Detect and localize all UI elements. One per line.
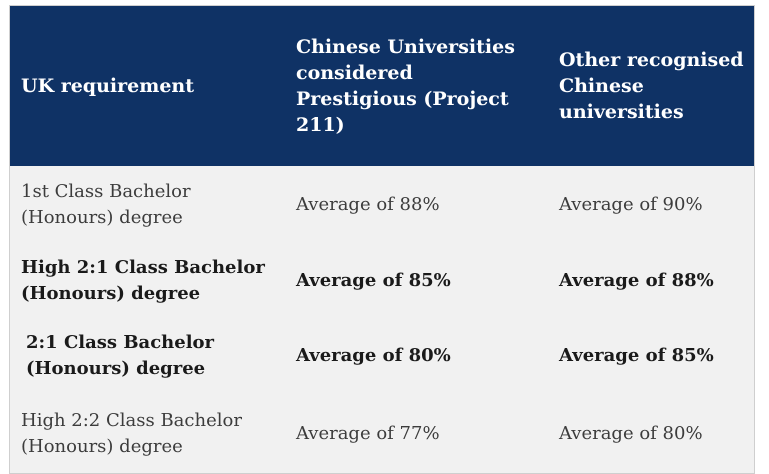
table-header-row: UK requirement Chinese Universities cons… xyxy=(10,6,754,166)
uk-requirement-cell: 1st Class Bachelor (Honours) degree xyxy=(21,181,191,228)
prestigious-average-cell: Average of 85% xyxy=(296,270,451,291)
table-row: High 2:2 Class Bachelor (Honours) degree… xyxy=(10,394,754,473)
header-other-universities: Other recognised Chinese universities xyxy=(559,49,744,123)
other-average-cell: Average of 90% xyxy=(559,194,703,215)
entry-requirements-table-container: UK requirement Chinese Universities cons… xyxy=(9,5,755,474)
prestigious-average-cell: Average of 80% xyxy=(296,345,451,366)
other-average-cell: Average of 80% xyxy=(559,423,703,444)
uk-requirement-cell: 2:1 Class Bachelor (Honours) degree xyxy=(26,332,215,379)
table-row: High 2:1 Class Bachelor (Honours) degree… xyxy=(10,244,754,318)
prestigious-average-cell: Average of 88% xyxy=(296,194,440,215)
table-row: 1st Class Bachelor (Honours) degree Aver… xyxy=(10,166,754,244)
header-prestigious-universities: Chinese Universities considered Prestigi… xyxy=(296,36,515,136)
header-uk-requirement: UK requirement xyxy=(21,75,194,97)
other-average-cell: Average of 88% xyxy=(559,270,714,291)
entry-requirements-table: UK requirement Chinese Universities cons… xyxy=(10,6,754,473)
table-row: 2:1 Class Bachelor (Honours) degree Aver… xyxy=(10,318,754,394)
uk-requirement-cell: High 2:1 Class Bachelor (Honours) degree xyxy=(21,257,265,304)
uk-requirement-cell: High 2:2 Class Bachelor (Honours) degree xyxy=(21,410,242,457)
prestigious-average-cell: Average of 77% xyxy=(296,423,440,444)
other-average-cell: Average of 85% xyxy=(559,345,714,366)
